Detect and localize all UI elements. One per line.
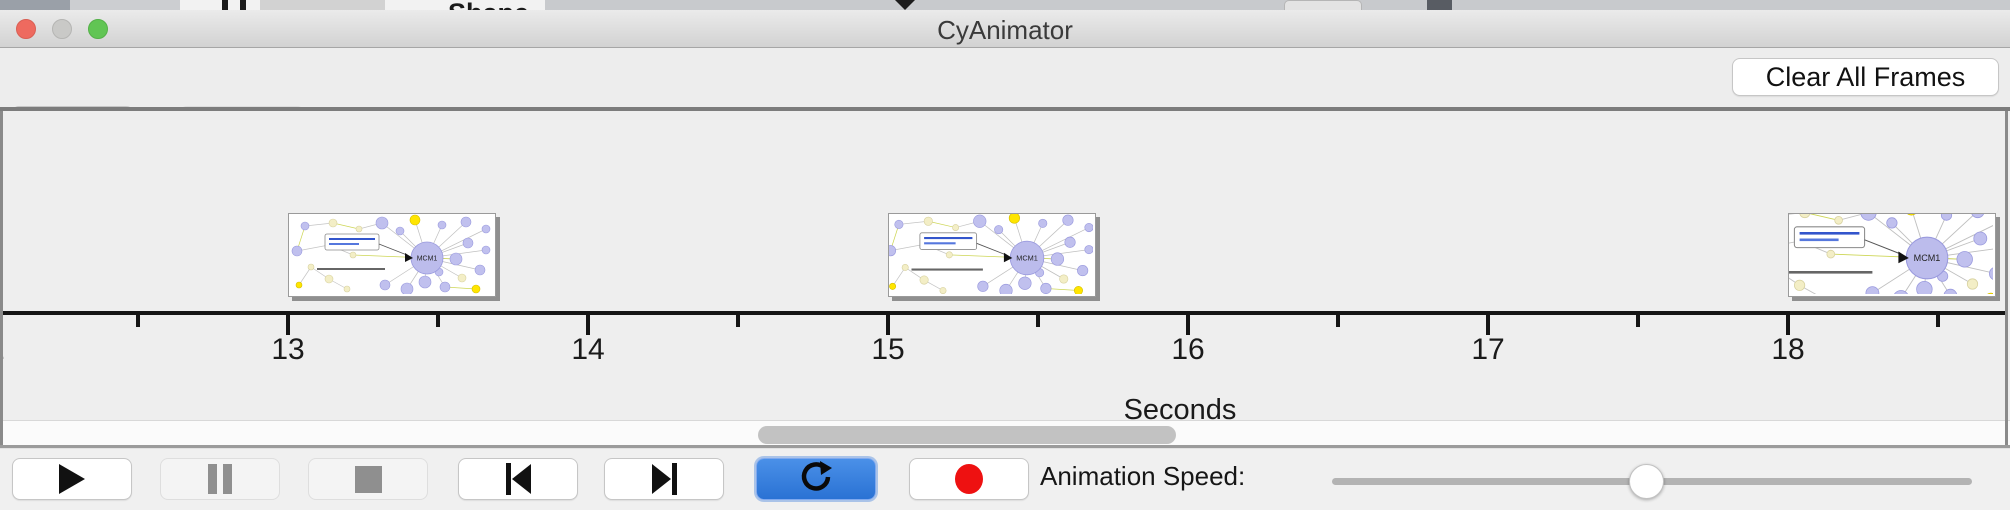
axis-tick-label: 17 — [1471, 333, 1505, 366]
play-button[interactable] — [12, 458, 132, 500]
skip-end-icon — [651, 463, 678, 495]
axis-tick-label: 14 — [571, 333, 605, 366]
loop-button[interactable] — [756, 458, 876, 500]
zoom-window-button[interactable] — [88, 19, 108, 39]
toolbar — [0, 48, 2010, 147]
timeline-scrollbar-track[interactable] — [0, 420, 2010, 446]
axis-minor-tick — [736, 315, 740, 327]
axis-major-tick — [1786, 315, 1790, 335]
background-fragment — [180, 0, 260, 10]
skip-start-icon — [505, 463, 532, 495]
background-triangle-fragment — [895, 0, 915, 10]
background-shape-label: Shape — [448, 0, 529, 10]
axis-major-tick — [586, 315, 590, 335]
stop-button[interactable] — [308, 458, 428, 500]
animation-speed-slider-knob[interactable] — [1629, 464, 1665, 499]
axis-major-tick — [286, 315, 290, 335]
axis-minor-tick — [1636, 315, 1640, 327]
window-title: CyAnimator — [937, 15, 1073, 45]
axis-tick-label: 18 — [1771, 333, 1805, 366]
axis-major-tick — [1186, 315, 1190, 335]
svg-text:MCM1: MCM1 — [1914, 253, 1941, 263]
svg-text:MCM1: MCM1 — [1016, 254, 1038, 263]
axis-minor-tick — [1336, 315, 1340, 327]
axis-minor-tick — [136, 315, 140, 327]
loop-icon — [798, 461, 834, 497]
skip-to-start-button[interactable] — [458, 458, 578, 500]
axis-minor-tick — [1936, 315, 1940, 327]
title-bar: CyAnimator — [0, 10, 2010, 48]
toolbar-divider — [0, 107, 2010, 111]
axis-tick-label: 16 — [1171, 333, 1205, 366]
background-button-fragment — [1284, 0, 1362, 10]
pause-button[interactable] — [160, 458, 280, 500]
background-fragment — [260, 0, 385, 10]
axis-minor-tick — [1036, 315, 1040, 327]
animation-speed-label: Animation Speed: — [1040, 461, 1246, 491]
timeline-scrollbar-thumb[interactable] — [758, 426, 1176, 444]
axis-major-tick — [886, 315, 890, 335]
axis-tick-label: 13 — [271, 333, 305, 366]
clear-all-frames-label: Clear All Frames — [1765, 61, 1966, 92]
background-fragment — [70, 0, 180, 10]
pause-icon — [206, 464, 234, 494]
playback-control-bar: Animation Speed: — [0, 449, 2010, 510]
background-fragment — [222, 0, 228, 10]
panel-border — [0, 111, 3, 448]
record-icon — [953, 463, 985, 495]
record-button[interactable] — [909, 458, 1029, 500]
axis-minor-tick — [436, 315, 440, 327]
clear-all-frames-button[interactable]: Clear All Frames — [1732, 58, 1999, 96]
frame-thumbnail[interactable]: MCM1 — [288, 213, 496, 297]
frame-thumbnail[interactable]: MCM1 — [1788, 213, 1996, 297]
controls-divider — [0, 445, 2010, 449]
background-window-strip: Shape — [0, 0, 2010, 10]
background-fragment — [385, 0, 545, 10]
close-window-button[interactable] — [16, 19, 36, 39]
minimize-window-button[interactable] — [52, 19, 72, 39]
axis-tick-label: 15 — [871, 333, 905, 366]
svg-text:MCM1: MCM1 — [417, 256, 438, 263]
background-fragment — [1427, 0, 1452, 10]
skip-to-end-button[interactable] — [604, 458, 724, 500]
background-fragment — [0, 0, 70, 10]
axis-major-tick — [1486, 315, 1490, 335]
stop-icon — [354, 465, 382, 493]
background-fragment — [240, 0, 246, 10]
timeline-axis-line — [0, 311, 2005, 315]
panel-border — [2005, 111, 2008, 448]
play-icon — [58, 463, 86, 495]
frame-thumbnail[interactable]: MCM1 — [888, 213, 1096, 297]
